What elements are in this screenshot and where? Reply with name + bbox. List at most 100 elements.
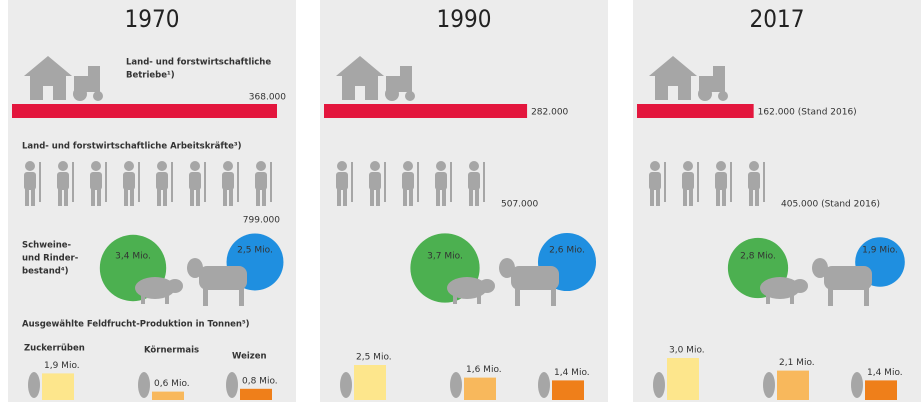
cow-body [511,266,559,290]
worker-head [436,161,446,171]
cow-icon [187,258,247,306]
worker-body [682,172,694,190]
worker-tool [237,162,239,202]
worker-leg [337,188,341,206]
worker-body [222,172,234,190]
worker-tool [483,162,485,202]
cow-leg [828,286,833,306]
pig-leg [790,294,794,304]
house-door [355,86,365,100]
crop-label: 1,9 Mio. [44,361,80,371]
worker-body [90,172,102,190]
crop-label: 0,6 Mio. [154,379,190,389]
worker-head [683,161,693,171]
farm-icon [336,56,415,101]
crop-bar [152,391,184,400]
worker-head [716,161,726,171]
worker-tool [171,162,173,202]
crop-label: 2,5 Mio. [356,353,392,363]
worker-leg [656,188,660,206]
worker-body [435,172,447,190]
cow-leg [515,286,520,306]
crop-name: Körnermais [144,346,199,356]
worker-body [336,172,348,190]
tractor-wheel [385,87,399,101]
livestock-title: Schweine- [22,241,72,251]
crop-name: Weizen [232,352,267,362]
pig-head [479,279,495,293]
worker-tool [72,162,74,202]
worker-head [58,161,68,171]
worker-leg [442,188,446,206]
farm-icon [649,56,728,101]
farms-bar [637,104,754,118]
workers-label: 507.000 [501,200,538,210]
worker-leg [683,188,687,206]
worker-leg [31,188,35,206]
worker-leg [689,188,693,206]
worker-tool [664,162,666,202]
worker-body [468,172,480,190]
workers-icons [649,161,765,206]
tractor-wheel [698,87,712,101]
worker-head [190,161,200,171]
worker-body [255,172,267,190]
crop-icon [538,372,550,398]
cow-leg [239,286,244,306]
worker-head [650,161,660,171]
worker-tool [417,162,419,202]
worker-body [402,172,414,190]
pig-body [760,277,800,299]
crop-icon [28,372,40,398]
worker-body [156,172,168,190]
worker-leg [256,188,260,206]
workers-label: 799.000 [243,216,280,226]
worker-body [57,172,69,190]
workers-label: 405.000 (Stand 2016) [781,200,880,210]
worker-leg [716,188,720,206]
cattle-label: 2,6 Mio. [549,246,585,256]
crop-label: 1,4 Mio. [867,368,903,378]
pig-leg [453,294,457,304]
pig-icon [447,277,495,304]
pig-body [135,277,175,299]
tractor-wheel [718,91,728,101]
worker-leg [370,188,374,206]
pig-head [792,279,808,293]
worker-head [157,161,167,171]
worker-head [749,161,759,171]
worker-head [469,161,479,171]
crop-bar [354,365,386,400]
farms-bar [12,104,277,118]
tractor-wheel [93,91,103,101]
worker-body [189,172,201,190]
worker-leg [469,188,473,206]
worker-tool [39,162,41,202]
worker-tool [730,162,732,202]
worker-tool [270,162,272,202]
house-door [43,86,53,100]
workers-icons [336,161,485,206]
pigs-label: 3,7 Mio. [427,252,463,262]
worker-leg [436,188,440,206]
house-roof [336,56,384,76]
tractor-wheel [405,91,415,101]
worker-body [24,172,36,190]
worker-leg [25,188,29,206]
worker-tool [105,162,107,202]
pig-leg [766,294,770,304]
year-title: 1990 [437,5,492,33]
crop-icon [138,372,150,398]
worker-head [403,161,413,171]
pig-body [447,277,487,299]
cow-icon [812,258,872,306]
tractor-cab [400,66,412,78]
worker-leg [190,188,194,206]
worker-tool [697,162,699,202]
worker-leg [403,188,407,206]
crop-icon [763,372,775,398]
farm-icon [24,56,103,101]
worker-leg [196,188,200,206]
cow-icon [499,258,559,306]
